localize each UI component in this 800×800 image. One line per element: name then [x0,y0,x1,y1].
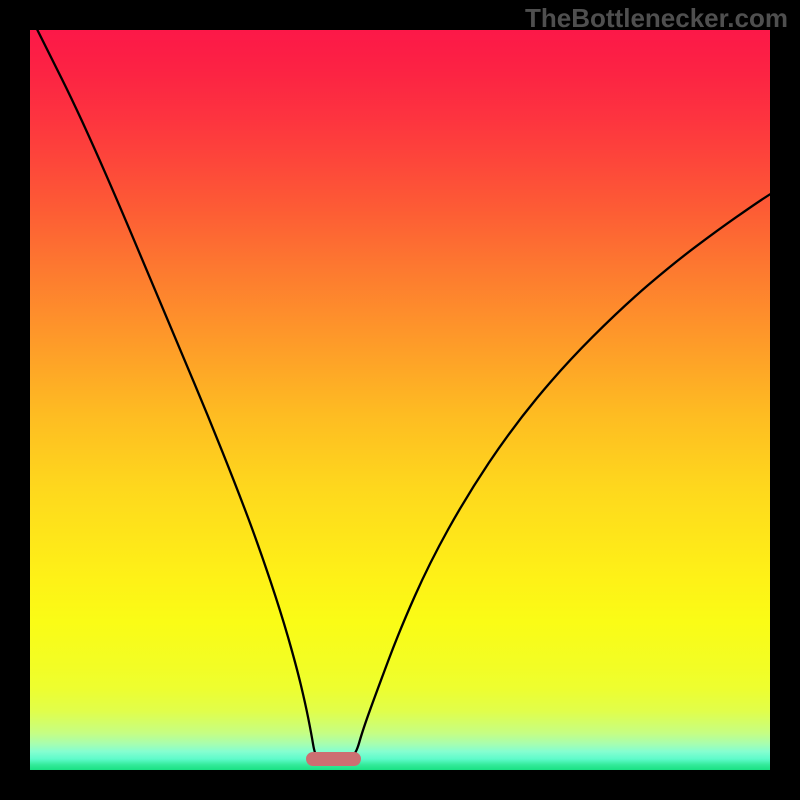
watermark-text: TheBottlenecker.com [525,3,788,34]
gradient-background [30,30,770,770]
chart-root: TheBottlenecker.com [0,0,800,800]
plot-area [30,30,770,770]
optimal-marker [306,752,361,766]
